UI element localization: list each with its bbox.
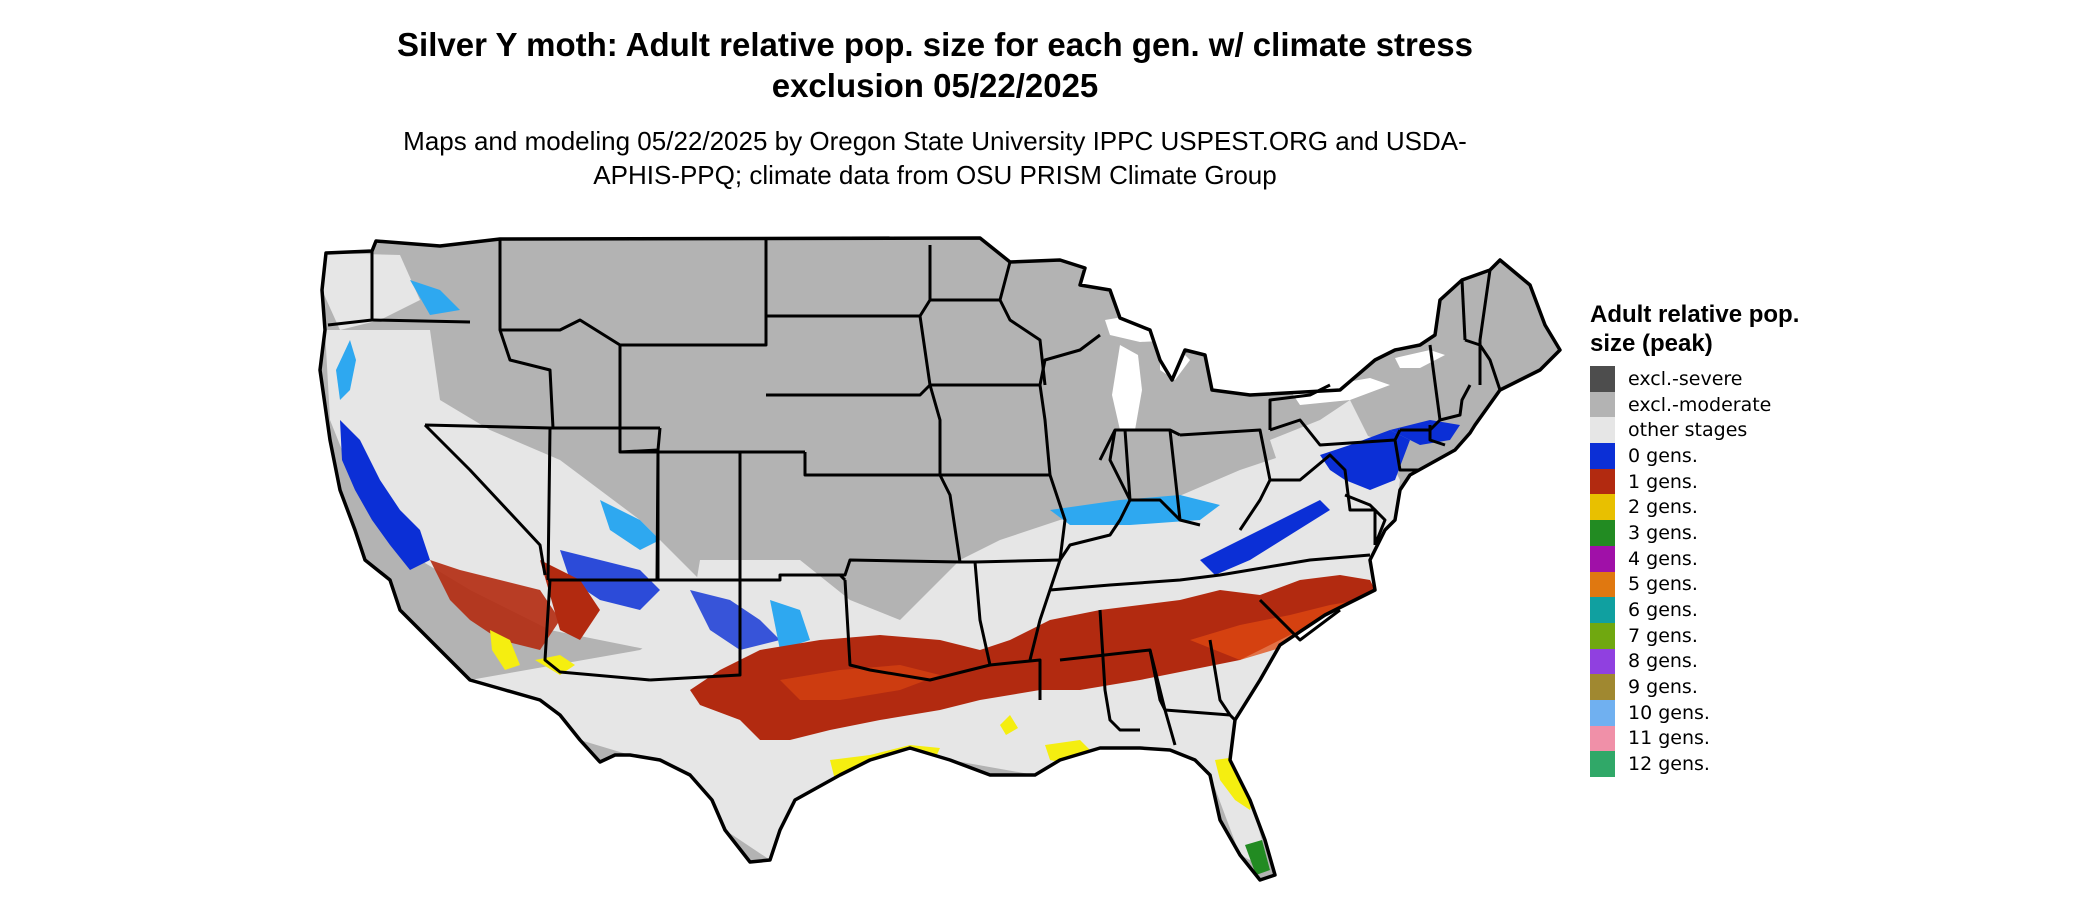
legend-swatch [1590,648,1615,675]
legend-item: 7 gens. [1590,622,1830,649]
legend-swatch [1590,622,1615,649]
legend-swatch [1590,725,1615,752]
legend-item: 2 gens. [1590,494,1830,521]
legend-label: other stages [1628,419,1748,442]
legend-item: 3 gens. [1590,520,1830,546]
legend-label: 8 gens. [1628,650,1698,673]
legend-label: 0 gens. [1628,444,1698,467]
legend-item: other stages [1590,417,1830,444]
us-map [318,236,1562,882]
legend-label: 5 gens. [1628,573,1698,596]
legend-label: 4 gens. [1628,547,1698,570]
legend-swatch [1590,674,1615,700]
legend-swatch [1590,520,1615,546]
legend-swatch [1590,391,1615,418]
legend-swatch [1590,699,1615,726]
legend-swatch [1590,751,1615,777]
legend-swatch [1590,366,1615,392]
legend-item: 4 gens. [1590,545,1830,572]
legend: Adult relative pop. size (peak) excl.-se… [1590,300,1830,777]
legend-label: 3 gens. [1628,521,1698,544]
legend-item: excl.-severe [1590,366,1830,392]
legend-label: excl.-moderate [1628,393,1772,416]
state-borders [327,239,1502,746]
legend-item: 12 gens. [1590,751,1830,777]
legend-item: 8 gens. [1590,648,1830,675]
legend-item: 9 gens. [1590,674,1830,700]
legend-label: 6 gens. [1628,599,1698,622]
map-subtitle: Maps and modeling 05/22/2025 by Oregon S… [403,126,1467,190]
legend-item: 11 gens. [1590,725,1830,752]
legend-item: 10 gens. [1590,699,1830,726]
legend-label: 7 gens. [1628,624,1698,647]
legend-swatch [1590,417,1615,444]
us-land [320,238,1560,880]
us-outline [318,236,1562,882]
legend-item: 0 gens. [1590,443,1830,469]
legend-item: 5 gens. [1590,571,1830,598]
legend-items: excl.-severe excl.-moderate other stages 0 … [1590,366,1830,777]
legend-label: 12 gens. [1628,753,1710,776]
legend-swatch [1590,545,1615,572]
legend-swatch [1590,443,1615,469]
legend-label: 11 gens. [1628,727,1710,750]
legend-swatch [1590,494,1615,521]
legend-label: 2 gens. [1628,496,1698,519]
legend-title: Adult relative pop. size (peak) [1590,301,1800,357]
legend-label: 9 gens. [1628,676,1698,699]
legend-swatch [1590,597,1615,623]
legend-item: excl.-moderate [1590,391,1830,418]
legend-label: 1 gens. [1628,470,1698,493]
legend-label: 10 gens. [1628,701,1710,724]
legend-label: excl.-severe [1628,367,1743,390]
legend-item: 6 gens. [1590,597,1830,623]
map-title: Silver Y moth: Adult relative pop. size … [397,26,1473,104]
legend-swatch [1590,571,1615,598]
legend-item: 1 gens. [1590,468,1830,495]
legend-swatch [1590,468,1615,495]
